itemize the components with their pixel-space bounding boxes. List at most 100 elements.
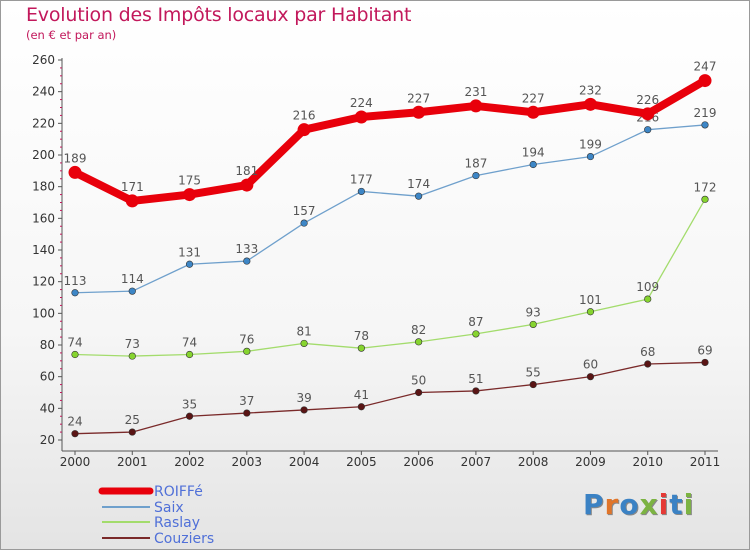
- y-tick-label: 60: [40, 370, 55, 384]
- y-tick-label: 260: [32, 53, 55, 67]
- series-saix: 113 114 131 133 157 177 174 187 194 199 216 219: [64, 106, 716, 297]
- y-tick-label: 180: [32, 180, 55, 194]
- data-point: [185, 350, 194, 359]
- x-tick-label: 2007: [461, 455, 492, 469]
- data-point: [185, 260, 194, 268]
- y-tick-label: 240: [32, 85, 55, 99]
- data-point: [472, 330, 480, 338]
- x-tick-label: 2010: [632, 455, 663, 469]
- data-label: 174: [407, 177, 430, 191]
- legend-label: ROIFFé: [154, 484, 203, 500]
- data-label: 82: [411, 323, 426, 337]
- data-label: 247: [694, 60, 717, 74]
- data-point: [128, 287, 136, 295]
- data-point: [415, 388, 423, 397]
- data-point: [701, 121, 709, 129]
- data-point: [300, 406, 308, 414]
- data-label: 227: [407, 91, 430, 105]
- data-point: [641, 107, 655, 121]
- data-label: 224: [350, 96, 373, 110]
- data-label: 181: [235, 164, 258, 178]
- logo-letter: x: [639, 488, 659, 521]
- y-tick-label: 100: [32, 306, 55, 320]
- series-raslay: 74 73 74 76 81 78 82 87 93 101 109 172: [67, 180, 717, 360]
- chart-title: Evolution des Impôts locaux par Habitant: [26, 4, 412, 26]
- data-point: [243, 257, 251, 265]
- data-point: [472, 387, 480, 395]
- data-label: 93: [526, 305, 541, 319]
- x-tick-label: 2011: [690, 455, 721, 469]
- data-point: [240, 178, 254, 192]
- data-point: [357, 187, 365, 196]
- series-line: [71, 76, 709, 205]
- data-label: 74: [182, 336, 197, 350]
- data-label: 39: [296, 391, 311, 405]
- logo-letter: P: [583, 488, 605, 521]
- logo-letter: i: [683, 488, 695, 521]
- data-point: [71, 350, 79, 359]
- data-label: 24: [67, 415, 82, 429]
- series-line: [74, 198, 706, 357]
- data-label: 74: [67, 336, 82, 350]
- data-label: 187: [464, 157, 487, 171]
- data-point: [469, 99, 483, 113]
- data-label: 87: [468, 315, 483, 329]
- x-tick-label: 2008: [518, 455, 549, 469]
- data-label: 189: [64, 151, 87, 165]
- data-label: 232: [579, 83, 602, 97]
- data-point: [185, 412, 194, 420]
- data-label: 73: [125, 337, 140, 351]
- data-point: [300, 339, 308, 348]
- data-point: [300, 219, 308, 227]
- data-point: [586, 152, 595, 161]
- y-tick-label: 20: [40, 433, 55, 447]
- data-point: [243, 409, 251, 417]
- data-point: [472, 171, 480, 180]
- data-label: 68: [640, 345, 655, 359]
- legend-label: Saix: [154, 500, 184, 516]
- data-label: 133: [235, 242, 258, 256]
- data-label: 37: [239, 394, 254, 408]
- data-point: [297, 123, 311, 137]
- data-label: 194: [522, 146, 545, 160]
- data-point: [644, 360, 652, 368]
- x-tick-label: 2009: [575, 455, 606, 469]
- data-label: 25: [125, 413, 140, 427]
- data-label: 41: [354, 388, 369, 402]
- data-label: 101: [579, 293, 602, 307]
- data-point: [529, 320, 537, 329]
- data-point: [415, 192, 423, 200]
- logo-letter: r: [604, 488, 620, 521]
- data-label: 55: [526, 366, 541, 380]
- data-point: [415, 338, 423, 346]
- data-label: 216: [293, 109, 316, 123]
- chart-subtitle: (en € et par an): [26, 28, 117, 42]
- data-point: [583, 97, 597, 111]
- data-label: 231: [464, 85, 487, 99]
- y-tick-label: 40: [40, 401, 55, 415]
- legend-label: Couziers: [154, 531, 214, 547]
- data-point: [71, 430, 79, 438]
- data-label: 81: [296, 324, 311, 338]
- data-label: 35: [182, 397, 197, 411]
- series-roiff-: 189 171 175 181 216 224 227 231 227 232 226 247: [64, 60, 717, 208]
- data-label: 172: [694, 180, 717, 194]
- data-label: 113: [64, 274, 87, 288]
- proxiti-logo: Proxiti: [583, 488, 694, 521]
- x-tick-label: 2000: [60, 455, 91, 469]
- data-point: [357, 403, 365, 411]
- x-tick-label: 2006: [403, 455, 434, 469]
- data-label: 157: [293, 204, 316, 218]
- series-couziers: 24 25 35 37 39 41 50 51 55 60 68 69: [67, 343, 713, 438]
- logo-letter: i: [658, 488, 670, 521]
- data-label: 109: [636, 280, 659, 294]
- data-label: 78: [354, 329, 369, 343]
- y-tick-label: 220: [32, 116, 55, 130]
- data-label: 227: [522, 91, 545, 105]
- data-point: [529, 160, 537, 169]
- y-tick-label: 120: [32, 275, 55, 289]
- data-point: [68, 165, 82, 179]
- data-label: 226: [636, 93, 659, 107]
